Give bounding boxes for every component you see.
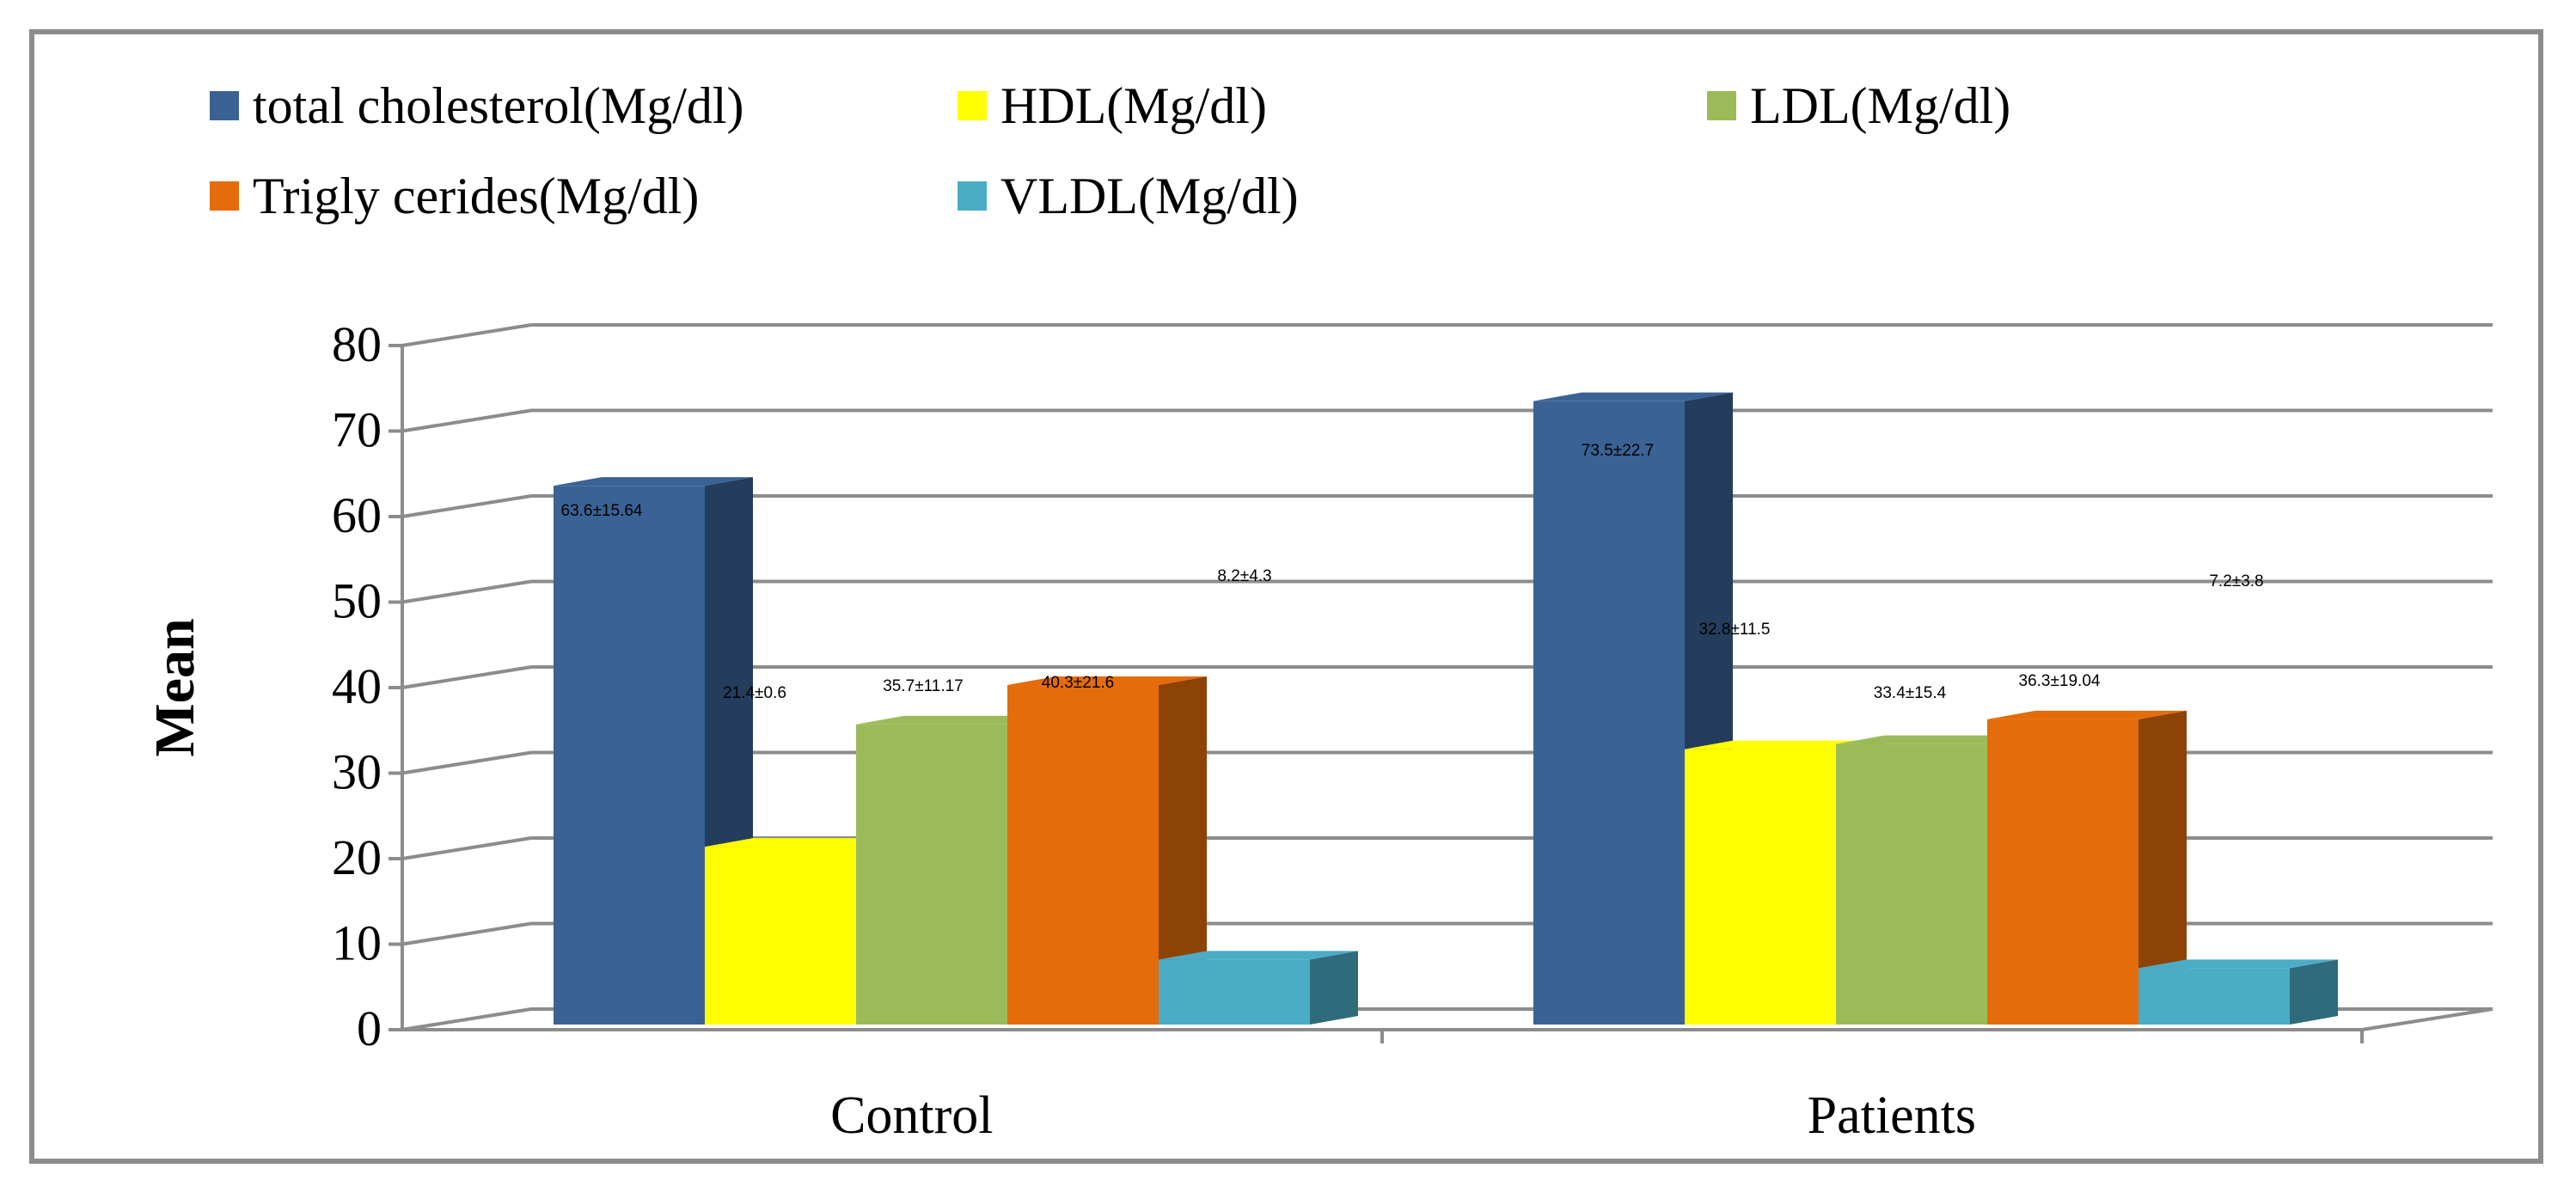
x-axis-depth-line <box>2361 1007 2493 1031</box>
bar-front <box>1159 959 1310 1025</box>
legend-item-hdl: HDL(Mg/dl) <box>958 76 1267 136</box>
bar-front <box>1007 685 1159 1025</box>
y-tick-label: 60 <box>332 487 382 543</box>
bar-side <box>2290 959 2338 1025</box>
gridline-depth <box>401 323 532 347</box>
legend-swatch-triglycerides <box>210 181 239 211</box>
x-tick-label: Patients <box>1808 1086 1976 1145</box>
gridline-depth <box>401 408 532 433</box>
bar-top <box>1533 392 1733 401</box>
bar-top <box>1159 951 1358 960</box>
legend-label-vldl: VLDL(Mg/dl) <box>1000 167 1299 224</box>
legend-item-ldl: LDL(Mg/dl) <box>1707 76 2010 136</box>
bar-top <box>1007 676 1207 686</box>
data-label: 40.3±21.6 <box>1042 674 1114 692</box>
data-label: 21.4±0.6 <box>723 684 786 702</box>
legend-label-triglycerides: Trigly cerides(Mg/dl) <box>253 167 700 224</box>
data-label: 36.3±19.04 <box>2019 672 2101 690</box>
legend-label-hdl: HDL(Mg/dl) <box>1000 76 1267 134</box>
legend-swatch-hdl <box>958 91 987 120</box>
legend-swatch-total-cholesterol <box>210 91 239 120</box>
y-axis-title: Mean <box>144 618 206 756</box>
bar <box>1159 951 1358 1025</box>
x-tick-label: Control <box>830 1086 993 1145</box>
bar-front <box>1685 749 1836 1025</box>
y-tick-label: 10 <box>332 915 382 971</box>
gridline-depth <box>401 665 532 689</box>
gridline-depth <box>401 836 532 860</box>
bar <box>2139 959 2338 1025</box>
gridline-depth <box>401 579 532 604</box>
legend-swatch-vldl <box>958 181 987 211</box>
y-tick-label: 70 <box>332 402 382 458</box>
bar-front <box>1836 743 1987 1025</box>
bar-top <box>856 715 1055 725</box>
data-label: 7.2±3.8 <box>2209 572 2263 590</box>
bar-top <box>1836 735 2035 744</box>
bar-top <box>554 477 753 486</box>
legend-item-total-cholesterol: total cholesterol(Mg/dl) <box>210 76 744 136</box>
bars <box>554 392 2338 1025</box>
data-label: 35.7±11.17 <box>883 677 964 695</box>
data-label: 33.4±15.4 <box>1874 684 1947 702</box>
bar-front <box>1533 401 1685 1025</box>
data-label: 63.6±15.64 <box>561 502 643 520</box>
axes: 0 10 20 30 40 50 60 70 80 Control Patients <box>332 316 2493 1145</box>
bar-front <box>554 486 705 1025</box>
bar-top <box>1685 740 1884 749</box>
y-tick-label: 20 <box>332 829 382 885</box>
bar-top <box>2139 959 2338 969</box>
gridline-depth <box>401 750 532 775</box>
legend-label-ldl: LDL(Mg/dl) <box>1750 76 2011 134</box>
data-label: 32.8±11.5 <box>1699 621 1771 639</box>
legend: total cholesterol(Mg/dl) HDL(Mg/dl) LDL(… <box>210 76 2444 248</box>
legend-item-triglycerides: Trigly cerides(Mg/dl) <box>210 166 699 226</box>
legend-label-total-cholesterol: total cholesterol(Mg/dl) <box>253 76 744 134</box>
legend-swatch-ldl <box>1707 91 1736 120</box>
bar-front <box>856 724 1007 1025</box>
bar-top <box>1987 710 2187 719</box>
bar <box>1533 392 1733 1025</box>
y-tick-label: 0 <box>357 1000 382 1056</box>
data-label: 73.5±22.7 <box>1582 442 1654 460</box>
bar-side <box>1310 951 1358 1025</box>
gridline-depth <box>401 494 532 518</box>
y-tick-label: 30 <box>332 744 382 800</box>
bar-front <box>705 847 856 1025</box>
legend-item-vldl: VLDL(Mg/dl) <box>958 166 1299 226</box>
y-tick-label: 40 <box>332 658 382 714</box>
bar-side <box>1159 676 1207 1025</box>
bar-side <box>2139 710 2187 1025</box>
bar-top <box>705 838 904 847</box>
y-tick-label: 50 <box>332 573 382 629</box>
y-tick-label: 80 <box>332 316 382 372</box>
data-labels: 63.6±15.64 21.4±0.6 35.7±11.17 40.3±21.6 8.2… <box>561 442 2264 702</box>
bar <box>1987 710 2187 1025</box>
gridline-depth <box>401 1007 532 1031</box>
bar <box>1007 676 1207 1025</box>
bar-front <box>1987 719 2139 1025</box>
data-label: 8.2±4.3 <box>1217 567 1271 585</box>
gridline-depth <box>401 921 532 946</box>
bar-front <box>2139 968 2290 1025</box>
